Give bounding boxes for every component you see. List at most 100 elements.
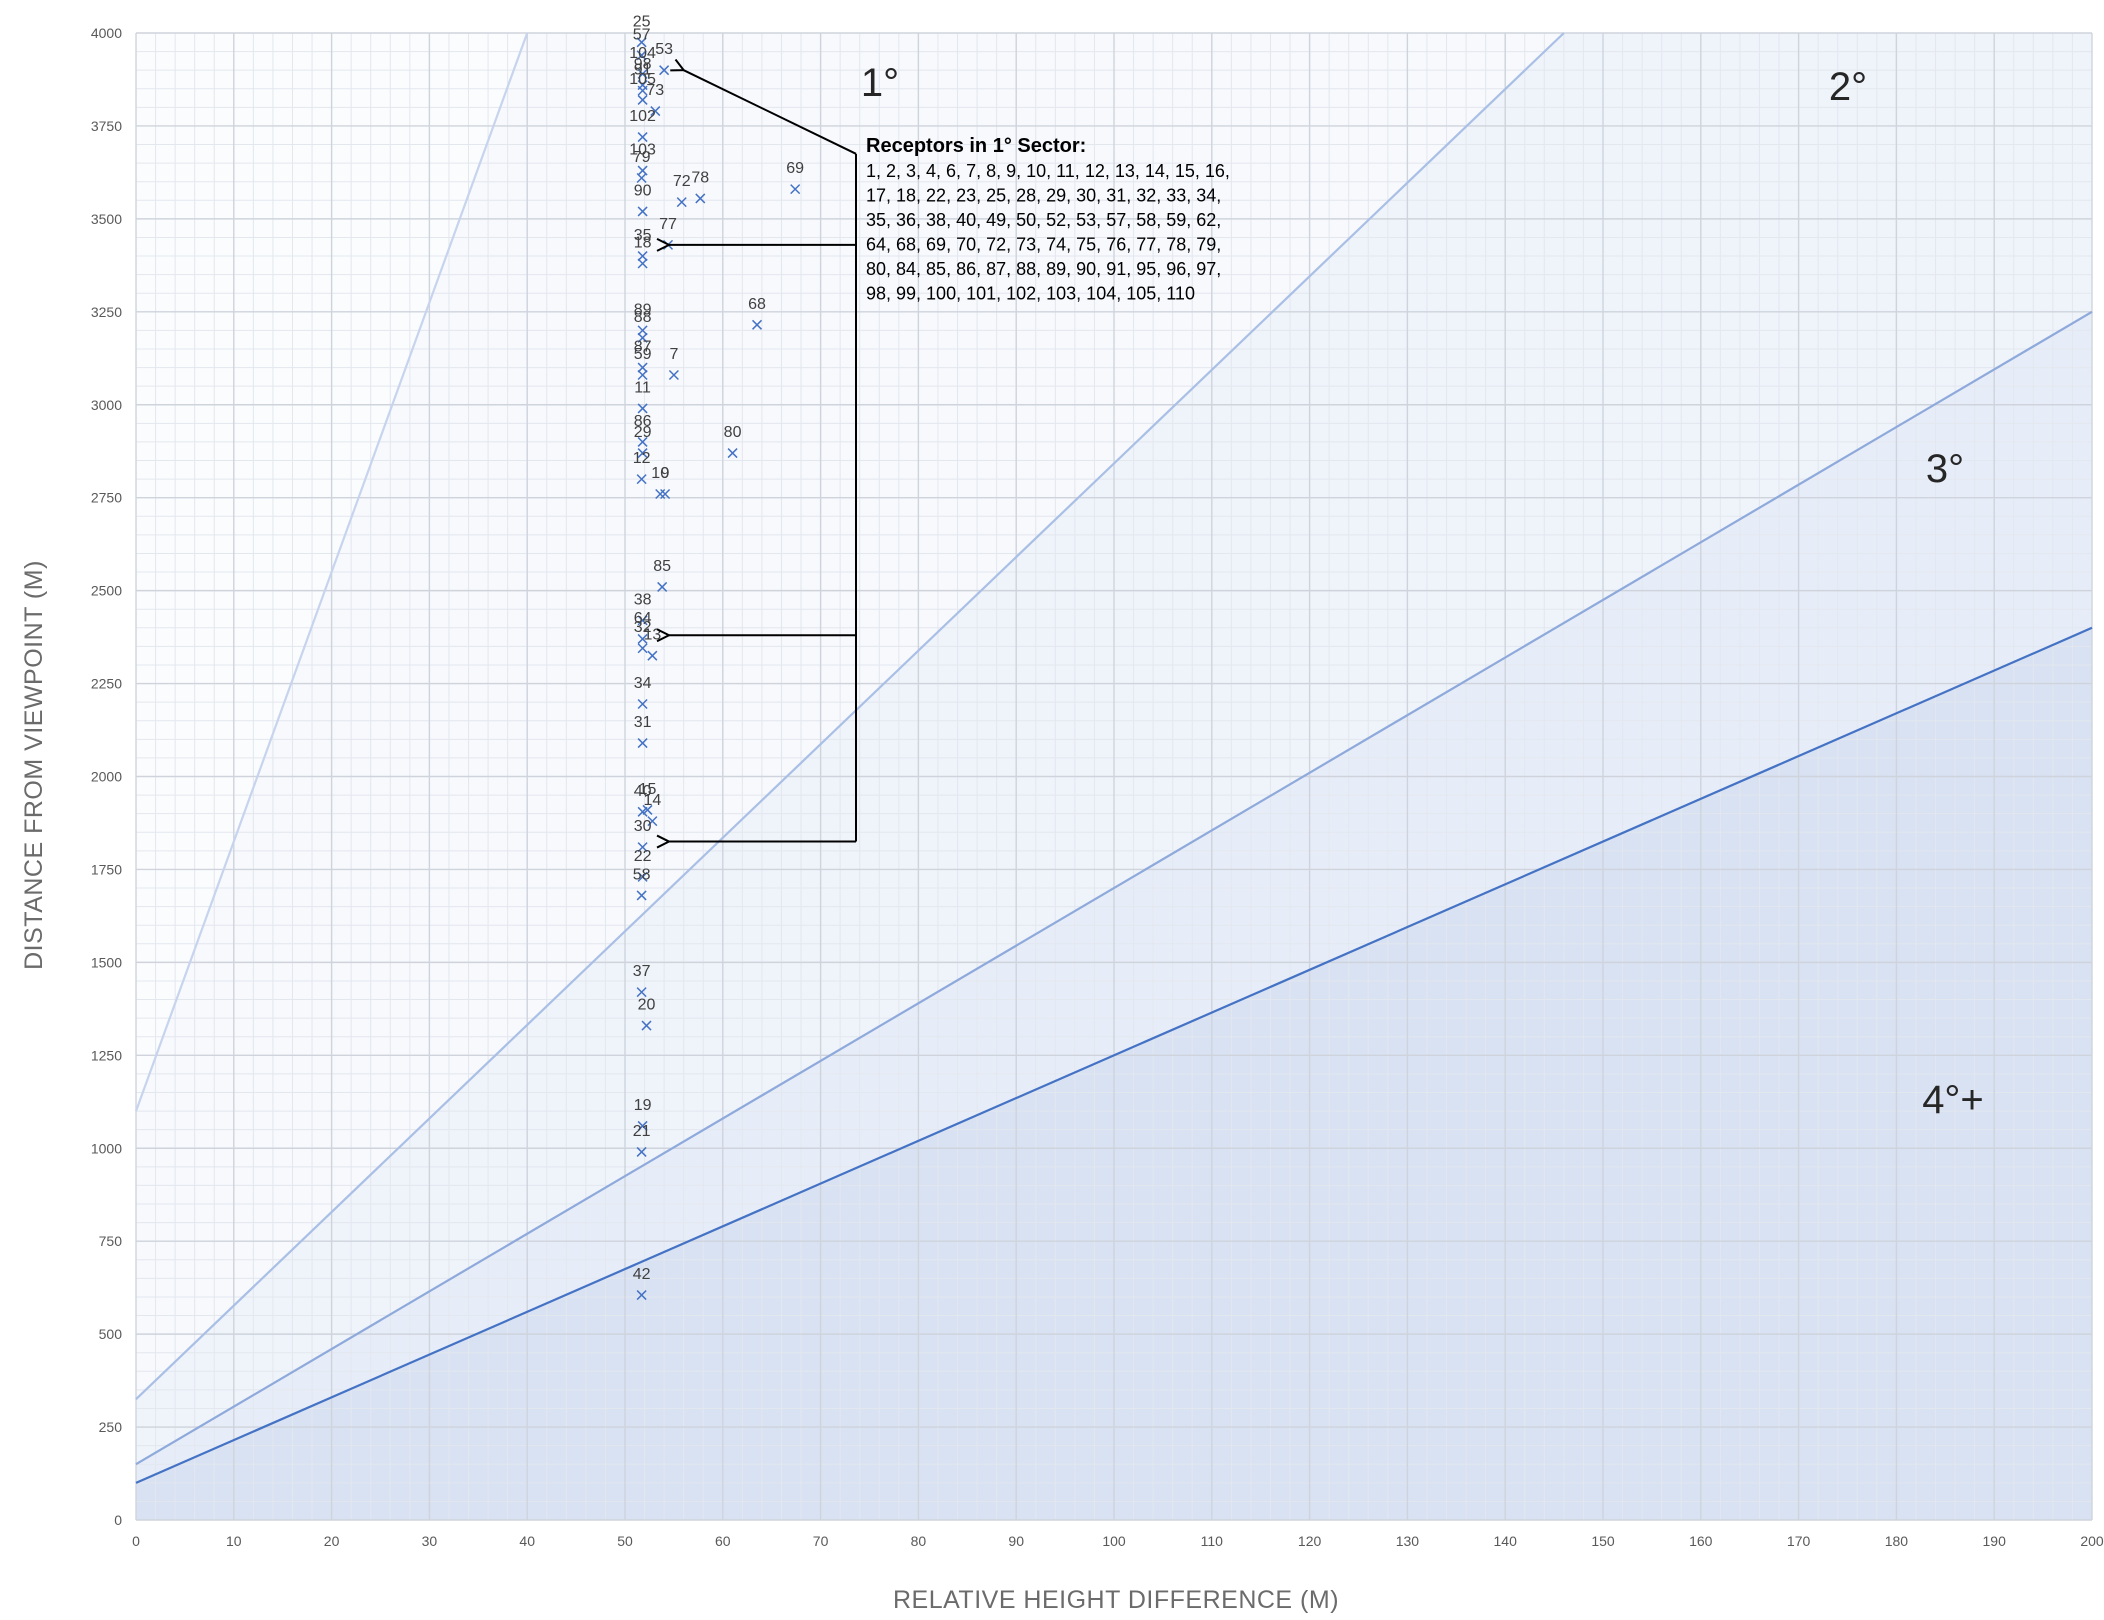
data-label: 30 [634, 818, 652, 835]
x-tick-label: 160 [1689, 1533, 1713, 1549]
y-tick-label: 1250 [91, 1047, 122, 1063]
data-label: 89 [634, 301, 652, 318]
callout-title: Receptors in 1° Sector: [866, 135, 1086, 157]
sector-boundary-line [134, 32, 529, 1112]
x-tick-label: 90 [1008, 1533, 1024, 1549]
data-point [650, 106, 661, 117]
y-tick-label: 3500 [91, 211, 122, 227]
x-tick-labels: 0 10 20 30 40 50 60 70 80 90 100 110 120 130 140 150 160… [132, 1533, 2104, 1549]
y-tick-label: 4000 [91, 25, 122, 41]
sector-label: 2° [1829, 65, 1867, 109]
data-label: 32 [634, 619, 652, 636]
data-label: 73 [646, 82, 664, 99]
y-tick-label: 500 [99, 1326, 123, 1342]
data-label: 79 [633, 149, 651, 166]
data-point [647, 816, 658, 827]
callout-arrow [684, 70, 857, 155]
data-point [636, 987, 647, 998]
x-tick-label: 180 [1885, 1533, 1909, 1549]
data-point [751, 319, 763, 330]
data-label: 37 [633, 963, 651, 980]
data-point [655, 488, 666, 500]
data-label: 72 [673, 173, 691, 190]
y-tick-label: 3750 [91, 118, 122, 134]
sector-label: 3° [1926, 447, 1964, 491]
x-tick-label: 60 [715, 1533, 731, 1549]
data-point [637, 332, 648, 343]
data-point [636, 50, 647, 61]
x-tick-label: 30 [422, 1533, 438, 1549]
y-tick-label: 2500 [91, 583, 122, 599]
x-axis-title: RELATIVE HEIGHT DIFFERENCE (M) [893, 1586, 1339, 1614]
data-point [641, 1020, 652, 1031]
data-point [637, 633, 648, 644]
y-tick-label: 2000 [91, 769, 122, 785]
data-point [637, 615, 648, 626]
data-point [637, 643, 648, 654]
y-tick-label: 1750 [91, 861, 122, 877]
data-label: 10 [651, 465, 669, 482]
x-tick-label: 130 [1396, 1533, 1420, 1549]
data-point [637, 871, 648, 882]
data-label: 40 [634, 783, 652, 800]
data-label: 13 [643, 627, 661, 644]
y-tick-label: 1000 [91, 1140, 122, 1156]
y-tick-label: 2750 [91, 490, 122, 506]
x-tick-label: 0 [132, 1533, 140, 1549]
data-label: 9 [661, 465, 670, 482]
data-label: 35 [634, 227, 652, 244]
callout-line: 1, 2, 3, 4, 6, 7, 8, 9, 10, 11, 12, 13, … [866, 161, 1230, 181]
data-label: 105 [629, 71, 656, 88]
data-point [657, 581, 668, 592]
data-point [637, 68, 648, 79]
data-label: 29 [634, 424, 652, 441]
data-point [790, 184, 801, 195]
data-point [636, 37, 647, 48]
x-tick-label: 100 [1102, 1533, 1126, 1549]
callout-line: 80, 84, 85, 86, 87, 88, 89, 90, 91, 95, … [866, 259, 1221, 279]
data-label: 87 [634, 339, 652, 356]
x-tick-label: 150 [1591, 1533, 1615, 1549]
data-point [637, 369, 648, 381]
data-point [668, 369, 679, 381]
sector-boundary-line [135, 626, 2093, 1484]
x-tick-label: 50 [617, 1533, 633, 1549]
data-label: 38 [634, 591, 652, 608]
data-point [647, 650, 658, 661]
data-label: 20 [638, 997, 656, 1014]
data-label: 102 [629, 108, 656, 125]
data-label: 58 [633, 866, 651, 883]
data-label: 80 [724, 424, 742, 441]
data-point [637, 436, 648, 447]
x-tick-label: 20 [324, 1533, 340, 1549]
data-point [637, 94, 648, 105]
y-tick-label: 0 [114, 1512, 122, 1528]
data-label: 34 [634, 675, 652, 692]
data-point [637, 698, 648, 710]
grid-major [135, 32, 2093, 1521]
data-label: 21 [633, 1123, 651, 1140]
y-tick-label: 250 [99, 1419, 123, 1435]
data-point [637, 403, 648, 414]
data-label: 19 [634, 1097, 652, 1114]
data-label: 104 [629, 45, 656, 62]
data-label: 98 [634, 56, 652, 73]
data-point [636, 1290, 647, 1301]
y-tick-labels: 0 250 500 750 1000 1250 1500 1750 2000 2250 2500 27… [91, 25, 122, 1528]
data-label: 64 [634, 610, 652, 627]
data-label: 25 [633, 13, 651, 30]
data-label: 88 [634, 309, 652, 326]
sector-labels: 1° 2° 3° 4°+ [861, 61, 1984, 1122]
data-point [637, 362, 648, 373]
data-label: 57 [633, 26, 651, 43]
data-label: 18 [634, 234, 652, 251]
data-point [660, 488, 671, 500]
y-axis-title: DISTANCE FROM VIEWPOINT (M) [20, 560, 48, 970]
data-point [642, 804, 653, 815]
data-point [636, 1146, 647, 1158]
data-label: 69 [786, 160, 804, 177]
x-tick-label: 110 [1201, 1533, 1224, 1549]
data-point [637, 738, 648, 749]
data-label: 85 [653, 558, 671, 575]
